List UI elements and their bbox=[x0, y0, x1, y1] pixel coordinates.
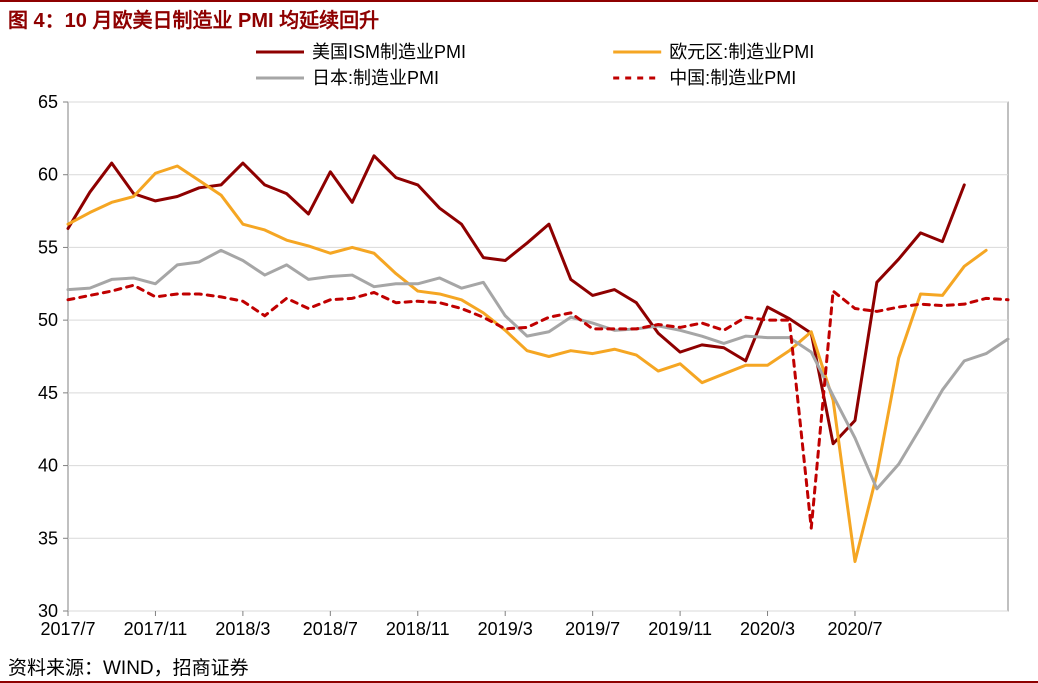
source-bar: 资料来源：WIND，招商证券 bbox=[0, 651, 1038, 683]
svg-text:2020/3: 2020/3 bbox=[740, 619, 795, 639]
svg-text:2018/7: 2018/7 bbox=[303, 619, 358, 639]
svg-text:日本:制造业PMI: 日本:制造业PMI bbox=[312, 68, 439, 88]
svg-text:欧元区:制造业PMI: 欧元区:制造业PMI bbox=[669, 42, 814, 62]
svg-text:60: 60 bbox=[38, 165, 58, 185]
svg-text:2019/7: 2019/7 bbox=[565, 619, 620, 639]
chart-title: 图 4：10 月欧美日制造业 PMI 均延续回升 bbox=[8, 4, 379, 33]
source-text: 资料来源：WIND，招商证券 bbox=[8, 653, 249, 680]
svg-text:2019/3: 2019/3 bbox=[478, 619, 533, 639]
svg-text:美国ISM制造业PMI: 美国ISM制造业PMI bbox=[312, 42, 466, 62]
svg-text:2017/7: 2017/7 bbox=[40, 619, 95, 639]
svg-text:40: 40 bbox=[38, 456, 58, 476]
svg-text:55: 55 bbox=[38, 237, 58, 257]
svg-text:中国:制造业PMI: 中国:制造业PMI bbox=[669, 68, 796, 88]
figure-container: 图 4：10 月欧美日制造业 PMI 均延续回升 30 35 40 45 50 55 60 6… bbox=[0, 0, 1038, 683]
svg-text:50: 50 bbox=[38, 310, 58, 330]
svg-text:35: 35 bbox=[38, 528, 58, 548]
svg-text:45: 45 bbox=[38, 383, 58, 403]
svg-text:2018/3: 2018/3 bbox=[215, 619, 270, 639]
svg-text:2018/11: 2018/11 bbox=[386, 619, 450, 639]
svg-text:2019/11: 2019/11 bbox=[648, 619, 712, 639]
svg-text:30: 30 bbox=[38, 601, 58, 621]
svg-text:65: 65 bbox=[38, 92, 58, 112]
line-chart-svg: 30 35 40 45 50 55 60 65 2017/7 2017/11 2018/3 2018/… bbox=[10, 34, 1028, 649]
title-bar: 图 4：10 月欧美日制造业 PMI 均延续回升 bbox=[0, 0, 1038, 34]
svg-text:2017/11: 2017/11 bbox=[124, 619, 188, 639]
chart-area: 30 35 40 45 50 55 60 65 2017/7 2017/11 2018/3 2018/… bbox=[10, 34, 1028, 649]
svg-text:2020/7: 2020/7 bbox=[827, 619, 882, 639]
